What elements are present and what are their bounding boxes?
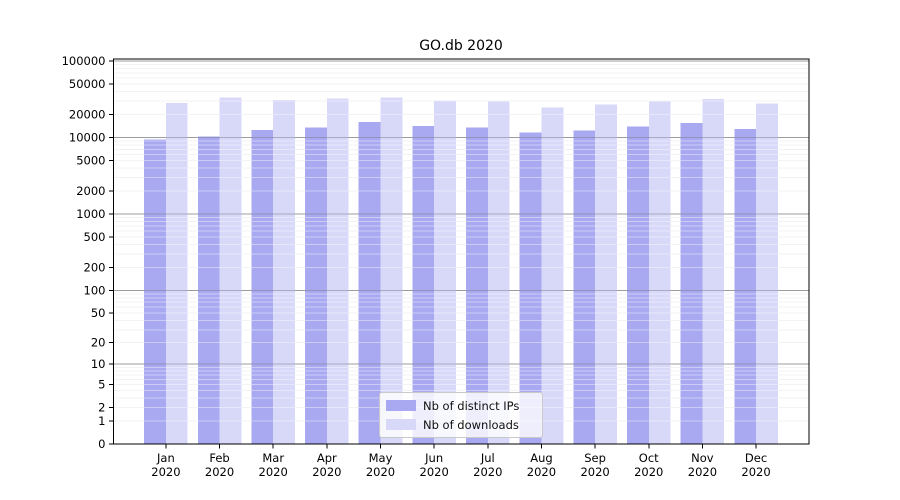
y-tick-label-10000: 10000 (69, 131, 106, 145)
x-tick-year-sep: 2020 (580, 465, 609, 479)
y-tick-label-1: 1 (98, 414, 105, 428)
bar-downloads-mar (273, 99, 295, 444)
bars-group (144, 97, 778, 445)
bar-downloads-feb (219, 97, 242, 445)
bar-distinct-ips-nov (680, 123, 703, 444)
legend: Nb of distinct IPs Nb of downloads (379, 392, 543, 438)
y-tick-label-5: 5 (98, 377, 105, 391)
y-tick-label-0: 0 (98, 437, 105, 451)
x-tick-label-dec: Dec (745, 451, 767, 465)
bar-distinct-ips-jun (412, 125, 435, 444)
y-tick-label-5000: 5000 (76, 154, 105, 168)
bar-downloads-aug (541, 107, 564, 444)
x-tick-label-jul: Jul (480, 451, 495, 465)
x-tick-year-jul: 2020 (473, 465, 502, 479)
legend-swatch-downloads-icon (386, 419, 416, 430)
x-tick-year-feb: 2020 (205, 465, 234, 479)
x-tick-year-mar: 2020 (259, 465, 288, 479)
x-tick-label-apr: Apr (317, 451, 337, 465)
x-tick-year-dec: 2020 (741, 465, 770, 479)
x-tick-year-jun: 2020 (420, 465, 449, 479)
y-tick-label-50000: 50000 (69, 77, 106, 91)
bar-distinct-ips-apr (305, 127, 327, 445)
y-tick-label-1000: 1000 (76, 207, 105, 221)
y-tick-label-200: 200 (84, 261, 106, 275)
x-tick-label-mar: Mar (262, 451, 284, 465)
bar-distinct-ips-mar (251, 129, 274, 444)
bar-downloads-apr (326, 98, 349, 444)
legend-swatch-distinct-ips-icon (386, 400, 416, 411)
bar-downloads-nov (702, 99, 725, 445)
axes-group: 0 12 5 10 20 50 100 200 500 1000 2000 5000 10000 2000… (62, 54, 810, 479)
bar-downloads-jun (434, 100, 456, 444)
x-tick-year-may: 2020 (366, 465, 395, 479)
y-tick-label-2000: 2000 (76, 184, 105, 198)
bar-distinct-ips-may (358, 121, 381, 444)
x-tick-label-sep: Sep (584, 451, 606, 465)
bar-distinct-ips-oct (626, 126, 649, 444)
legend-label-distinct-ips: Nb of distinct IPs (423, 398, 520, 413)
legend-row-downloads: Nb of downloads (386, 418, 542, 432)
x-tick-label-feb: Feb (209, 451, 229, 465)
y-tick-label-20000: 20000 (69, 108, 106, 122)
x-tick-year-oct: 2020 (634, 465, 663, 479)
legend-label-downloads: Nb of downloads (423, 417, 519, 432)
bar-downloads-may (380, 97, 403, 445)
bar-downloads-sep (595, 104, 617, 445)
y-tick-label-10: 10 (91, 357, 106, 371)
x-tick-year-aug: 2020 (527, 465, 556, 479)
x-tick-year-nov: 2020 (688, 465, 717, 479)
legend-row-distinct-ips: Nb of distinct IPs (386, 399, 542, 413)
y-tick-label-100: 100 (84, 283, 106, 297)
x-tick-year-jan: 2020 (151, 465, 180, 479)
x-tick-label-jun: Jun (424, 451, 443, 465)
x-tick-label-oct: Oct (639, 451, 659, 465)
x-tick-label-may: May (369, 451, 393, 465)
y-tick-label-2: 2 (98, 400, 105, 414)
x-tick-year-apr: 2020 (312, 465, 341, 479)
x-tick-label-aug: Aug (530, 451, 552, 465)
bar-distinct-ips-dec (734, 128, 757, 444)
bar-distinct-ips-sep (573, 130, 596, 444)
plot-frame (113, 58, 810, 445)
x-tick-label-nov: Nov (691, 451, 714, 465)
y-tick-label-20: 20 (91, 336, 106, 350)
y-tick-label-100000: 100000 (62, 54, 106, 68)
bar-distinct-ips-feb (197, 136, 220, 444)
bar-downloads-jan (165, 103, 188, 445)
chart-title: GO.db 2020 (419, 38, 503, 54)
bar-downloads-dec (756, 103, 778, 445)
x-tick-label-jan: Jan (156, 451, 175, 465)
bar-distinct-ips-jan (144, 139, 166, 445)
bar-downloads-jul (487, 101, 510, 444)
bar-distinct-ips-jul (466, 127, 488, 445)
y-tick-label-50: 50 (91, 306, 106, 320)
bar-downloads-oct (648, 101, 671, 444)
y-tick-label-500: 500 (84, 230, 106, 244)
bar-distinct-ips-aug (519, 132, 542, 444)
